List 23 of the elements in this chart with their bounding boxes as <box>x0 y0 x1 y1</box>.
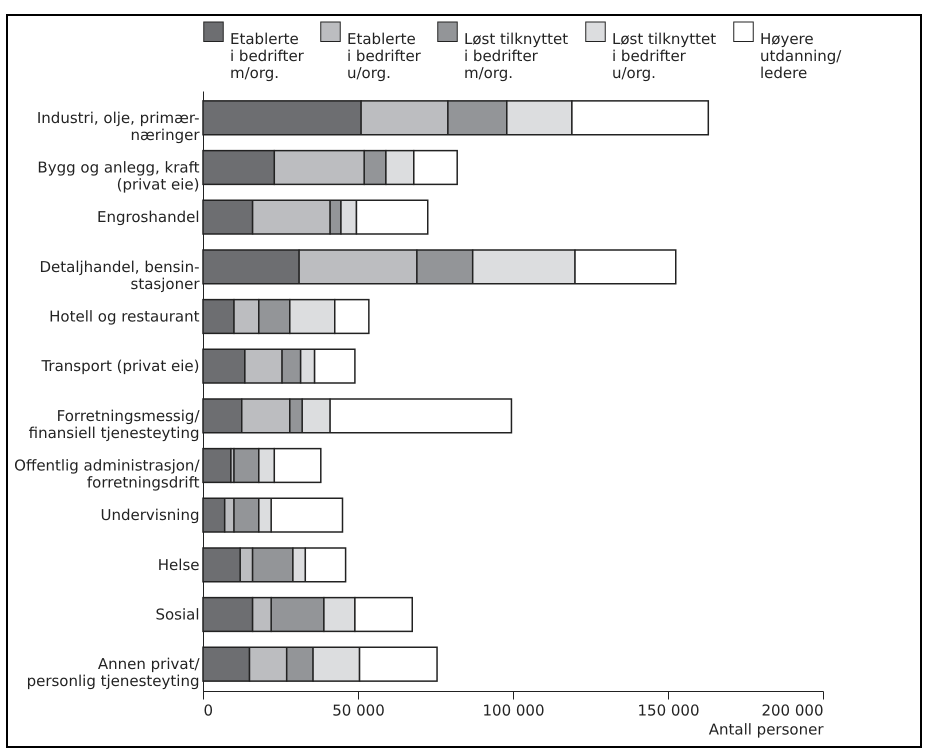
x-axis-title: Antall personer <box>708 720 824 738</box>
x-tick-label: 0 <box>204 702 214 720</box>
y-tick-label: Industri, olje, primær- næringer <box>36 108 200 144</box>
y-tick-label: Forretningsmessig/ finansiell tjenesteyting <box>28 406 200 442</box>
x-tick-label: 200 000 <box>761 702 824 720</box>
y-tick-label: Engroshandel <box>97 208 200 226</box>
y-tick-label: Helse <box>158 556 200 574</box>
y-tick-label: Sosial <box>155 606 200 624</box>
x-tick-label: 100 000 <box>482 702 545 720</box>
y-tick-label: Offentlig administrasjon/ forretningsdrift <box>14 456 200 492</box>
y-tick-label: Bygg og anlegg, kraft (privat eie) <box>37 158 200 194</box>
y-tick-label: Detaljhandel, bensin- stasjoner <box>39 258 200 293</box>
x-tick-label: 50 000 <box>332 702 385 720</box>
y-tick-label: Annen privat/ personlig tjenesteyting <box>26 655 200 690</box>
legend-label: Høyere utdanning/ ledere <box>760 30 842 82</box>
legend-label: Etablerte i bedrifter m/org. <box>230 30 305 82</box>
x-tick-label: 150 000 <box>637 702 700 720</box>
y-tick-label: Hotell og restaurant <box>49 307 200 326</box>
legend-label: Løst tilknyttet i bedrifter m/org. <box>464 30 568 82</box>
legend-label: Etablerte i bedrifter u/org. <box>347 30 422 82</box>
y-tick-label: Undervisning <box>100 506 200 524</box>
y-tick-label: Transport (privat eie) <box>40 357 200 376</box>
legend-label: Løst tilknyttet i bedrifter u/org. <box>612 30 716 82</box>
